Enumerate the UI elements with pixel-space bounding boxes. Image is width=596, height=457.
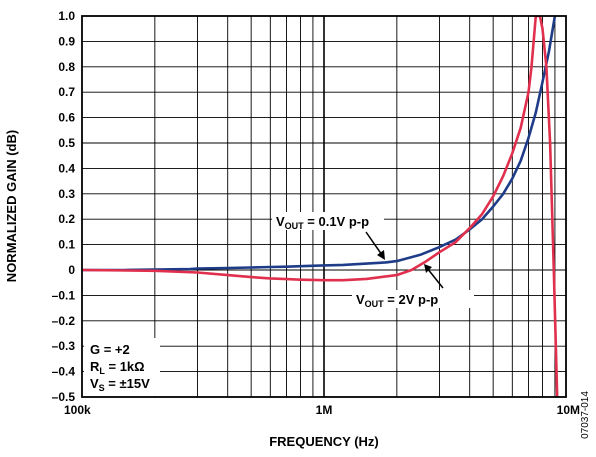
y-tick-labels: 1.0 0.9 0.8 0.7 0.6 0.5 0.4 0.3 0.2 0.1 0 –0.1 –0.2 –…: [52, 9, 76, 404]
y-tick-label: –0.2: [52, 314, 76, 328]
x-tick-label: 10M: [557, 403, 580, 417]
series-line-vout-0p1: [82, 16, 557, 272]
y-tick-label: 0.6: [58, 111, 75, 125]
figure-code: 07037-014: [580, 391, 591, 439]
label-vout-2v: VOUT = 2V p-p: [356, 292, 438, 309]
label-vout-0p1: VOUT = 0.1V p-p: [276, 214, 369, 231]
annotation-bg: [272, 212, 384, 230]
y-tick-label: 0.1: [58, 238, 75, 252]
y-tick-label: 0: [68, 263, 75, 277]
annotation-vout-2v: VOUT = 2V p-p: [352, 264, 474, 309]
annotation-vout-0p1: VOUT = 0.1V p-p: [272, 212, 385, 260]
y-tick-label: 0.8: [58, 60, 75, 74]
y-tick-label: –0.4: [52, 365, 76, 379]
y-tick-label: –0.5: [52, 390, 76, 404]
arrow-head-2v: [424, 264, 432, 273]
series-layer: [82, 16, 559, 397]
annotation-bg: [352, 290, 474, 308]
conditions-box-bg: [84, 338, 160, 396]
y-tick-label: 0.2: [58, 212, 75, 226]
arrow-line-0p1: [365, 231, 383, 256]
load-condition: RL = 1kΩ: [90, 359, 145, 376]
y-tick-label: –0.1: [52, 288, 76, 302]
y-tick-label: –0.3: [52, 339, 76, 353]
gain-condition: G = +2: [90, 342, 130, 357]
conditions-box: G = +2 RL = 1kΩ VS = ±15V: [84, 338, 160, 396]
grid: [82, 16, 566, 397]
y-tick-label: 0.3: [58, 187, 75, 201]
y-tick-label: 1.0: [58, 9, 75, 23]
x-tick-label: 1M: [316, 403, 333, 417]
y-axis-title: NORMALIZED GAIN (dB): [4, 130, 19, 282]
y-tick-label: 0.5: [58, 136, 75, 150]
x-tick-label: 100k: [64, 403, 91, 417]
series-line-vout-2v: [82, 16, 559, 397]
plot-frame: [81, 15, 567, 398]
x-axis-title: FREQUENCY (Hz): [269, 434, 379, 449]
arrow-head-0p1: [377, 250, 385, 260]
y-tick-label: 0.9: [58, 34, 75, 48]
y-tick-label: 0.4: [58, 161, 75, 175]
y-tick-label: 0.7: [58, 85, 75, 99]
supply-condition: VS = ±15V: [90, 376, 150, 393]
x-tick-labels: 100k 1M 10M: [64, 403, 580, 417]
arrow-line-2v: [426, 267, 444, 289]
